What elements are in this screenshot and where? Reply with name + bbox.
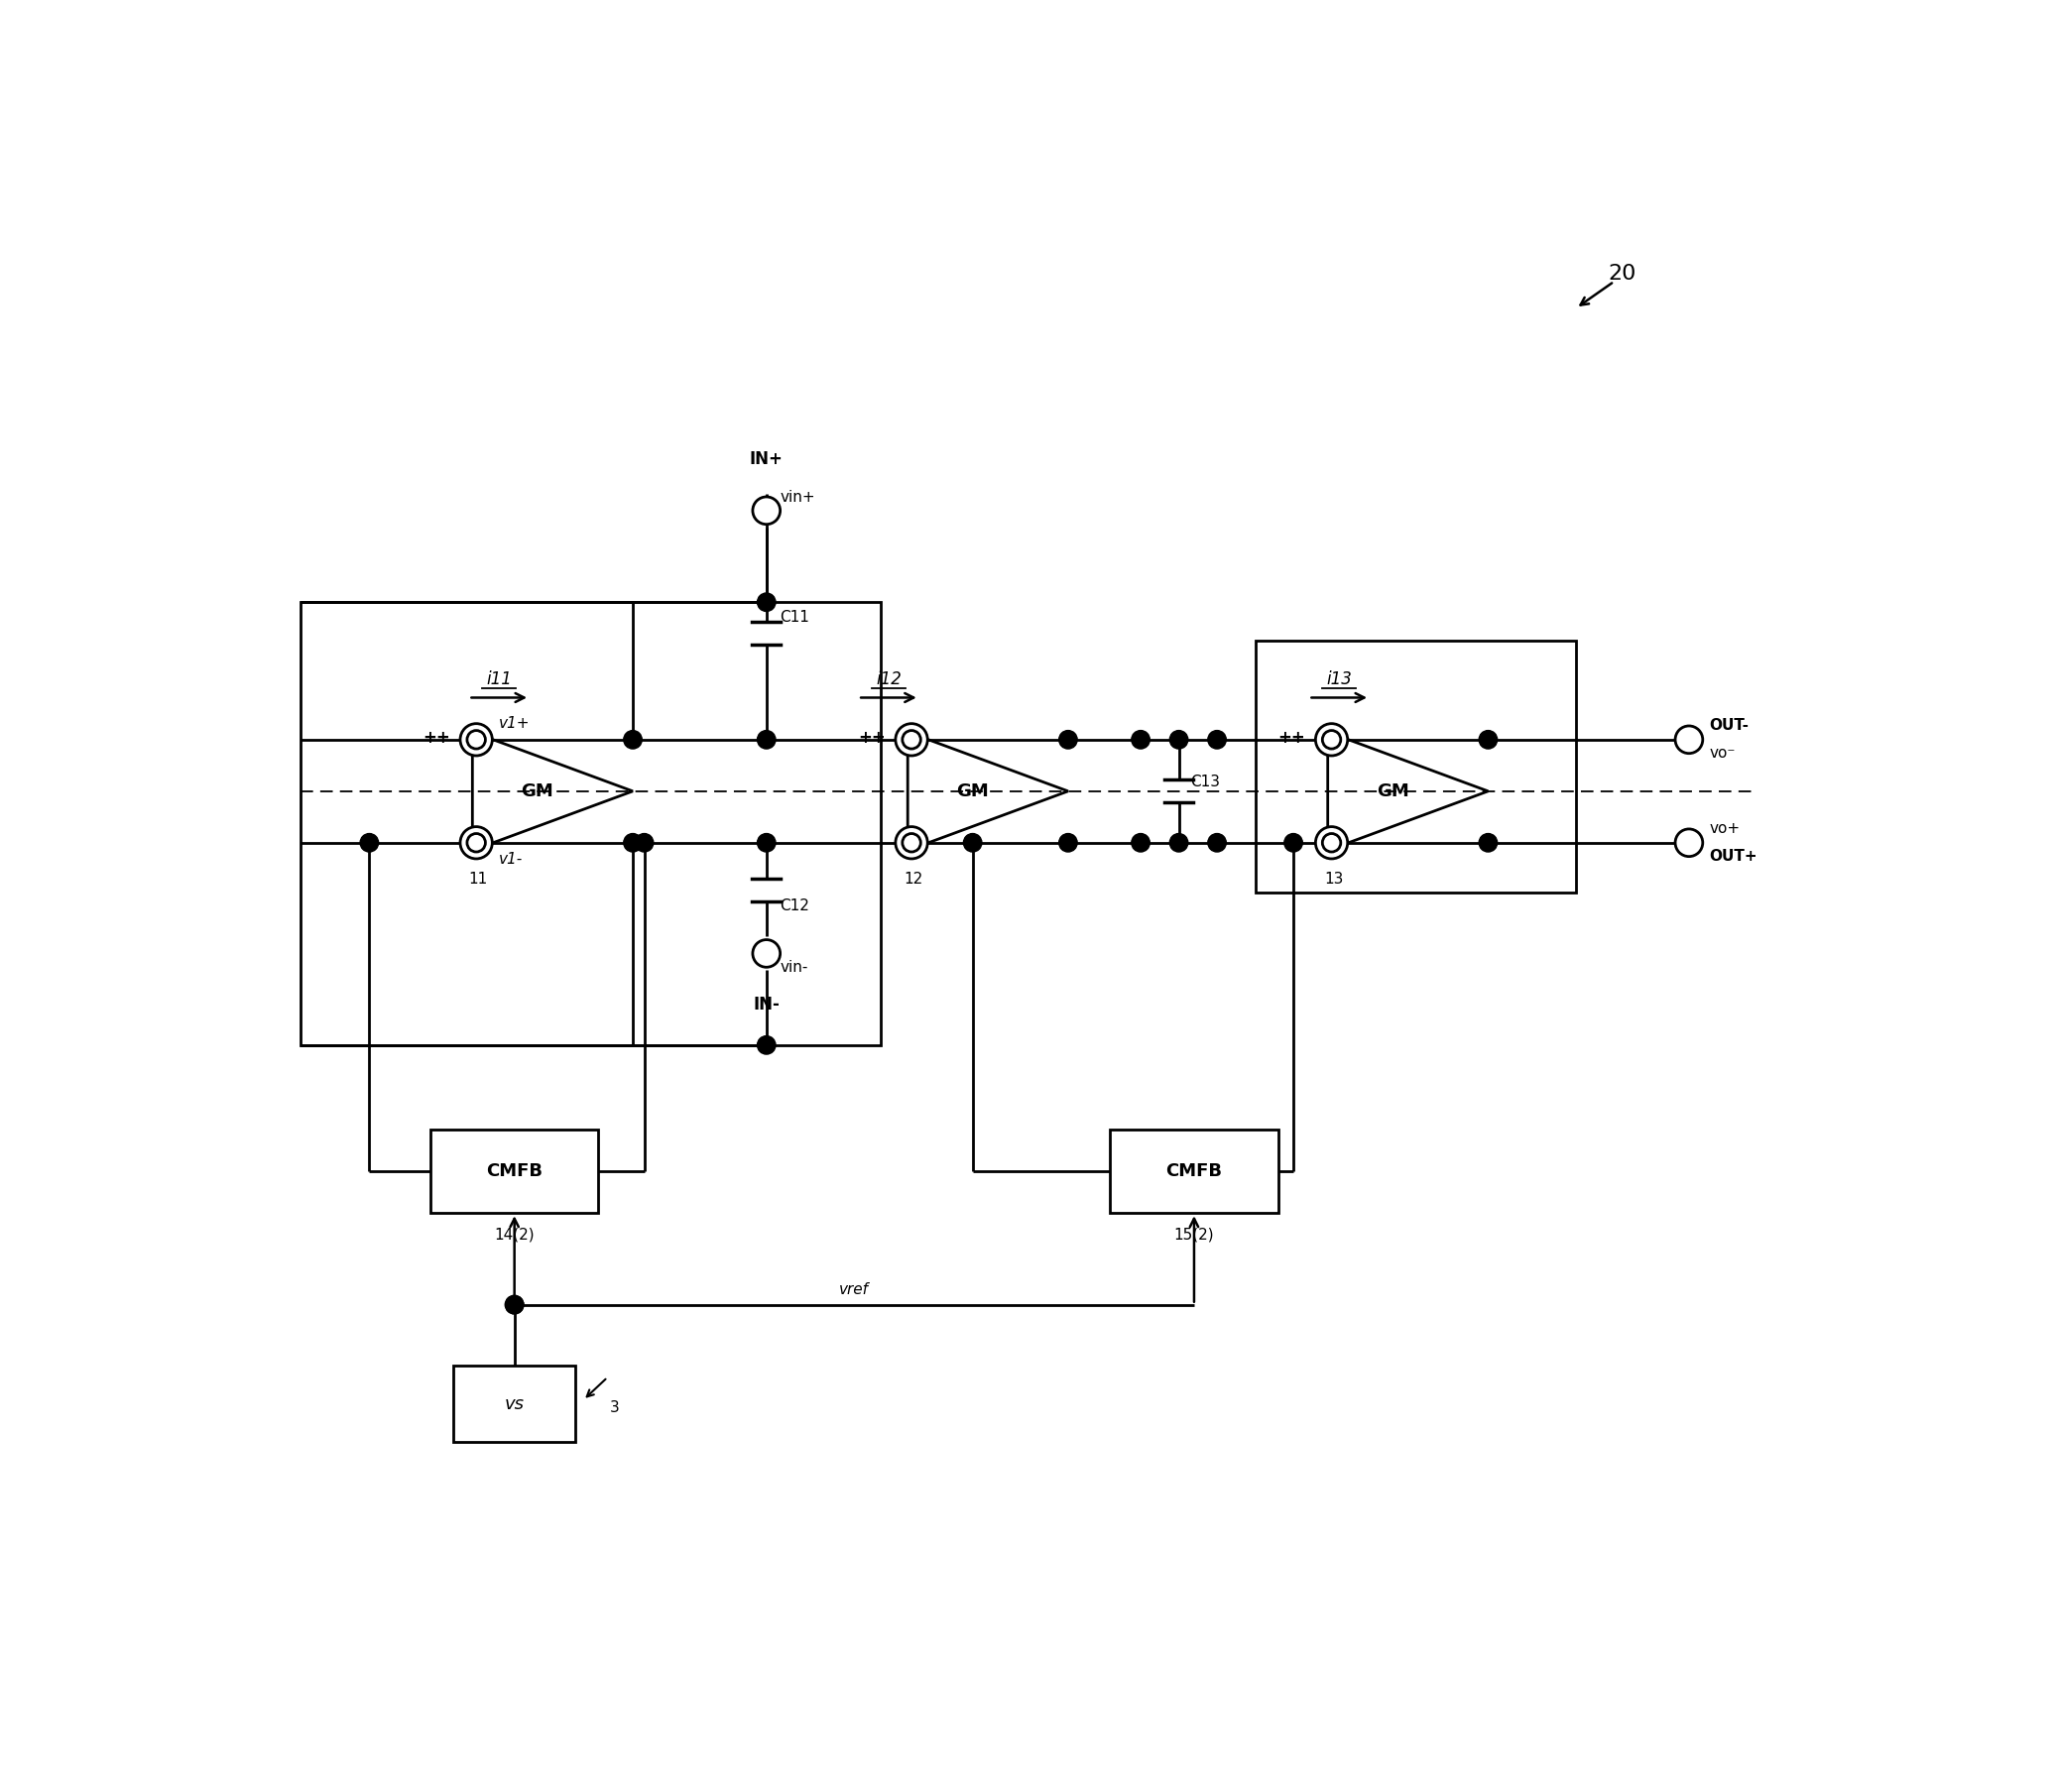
Circle shape bbox=[757, 1036, 776, 1054]
Bar bbox=[453, 1366, 576, 1443]
Text: vref: vref bbox=[840, 1283, 868, 1297]
Text: v1-: v1- bbox=[500, 851, 523, 867]
Text: i13: i13 bbox=[1325, 670, 1352, 688]
Circle shape bbox=[1323, 833, 1340, 851]
Text: 12: 12 bbox=[903, 871, 922, 887]
Text: v1+: v1+ bbox=[500, 715, 531, 731]
Text: CMFB: CMFB bbox=[486, 1163, 543, 1179]
Circle shape bbox=[360, 833, 379, 851]
Circle shape bbox=[1315, 724, 1348, 756]
Circle shape bbox=[1323, 731, 1340, 749]
Bar bbox=[1255, 640, 1576, 892]
Text: vo+: vo+ bbox=[1710, 821, 1741, 837]
Circle shape bbox=[506, 1296, 523, 1314]
Text: GM: GM bbox=[521, 783, 554, 799]
Text: ++: ++ bbox=[1278, 729, 1305, 747]
Circle shape bbox=[506, 1296, 523, 1314]
Circle shape bbox=[1675, 830, 1702, 857]
Circle shape bbox=[1480, 731, 1498, 749]
Circle shape bbox=[1060, 833, 1076, 851]
Circle shape bbox=[895, 826, 928, 858]
Circle shape bbox=[1060, 731, 1076, 749]
Text: IN-: IN- bbox=[753, 995, 780, 1012]
Text: i11: i11 bbox=[486, 670, 512, 688]
Text: C12: C12 bbox=[780, 898, 809, 914]
Text: vin+: vin+ bbox=[780, 489, 815, 504]
Bar bbox=[1109, 1129, 1278, 1213]
Circle shape bbox=[467, 833, 486, 851]
Text: 3: 3 bbox=[609, 1400, 619, 1416]
Circle shape bbox=[1132, 833, 1150, 851]
Text: 13: 13 bbox=[1323, 871, 1344, 887]
Text: C13: C13 bbox=[1190, 774, 1220, 790]
Bar bbox=[300, 602, 881, 1045]
Circle shape bbox=[636, 833, 652, 851]
Circle shape bbox=[757, 731, 776, 749]
Text: vin-: vin- bbox=[780, 959, 809, 975]
Circle shape bbox=[1208, 731, 1227, 749]
Circle shape bbox=[895, 724, 928, 756]
Text: 14(2): 14(2) bbox=[494, 1228, 535, 1242]
Circle shape bbox=[901, 833, 920, 851]
Circle shape bbox=[461, 826, 492, 858]
Text: 20: 20 bbox=[1607, 263, 1636, 283]
Text: GM: GM bbox=[1377, 783, 1410, 799]
Circle shape bbox=[757, 593, 776, 611]
Circle shape bbox=[753, 496, 780, 525]
Text: vs: vs bbox=[504, 1394, 525, 1412]
Circle shape bbox=[1480, 833, 1498, 851]
Text: OUT-: OUT- bbox=[1710, 719, 1749, 733]
Text: GM: GM bbox=[957, 783, 988, 799]
Circle shape bbox=[753, 939, 780, 968]
Text: 11: 11 bbox=[469, 871, 488, 887]
Circle shape bbox=[1169, 833, 1187, 851]
Text: C11: C11 bbox=[780, 609, 809, 625]
Circle shape bbox=[1284, 833, 1303, 851]
Circle shape bbox=[1132, 731, 1150, 749]
Circle shape bbox=[461, 724, 492, 756]
Circle shape bbox=[467, 731, 486, 749]
Text: ++: ++ bbox=[858, 729, 885, 747]
Circle shape bbox=[624, 833, 642, 851]
Text: vo⁻: vo⁻ bbox=[1710, 745, 1735, 762]
Circle shape bbox=[1675, 726, 1702, 753]
Circle shape bbox=[1315, 826, 1348, 858]
Text: ++: ++ bbox=[422, 729, 451, 747]
Text: IN+: IN+ bbox=[749, 452, 784, 468]
Circle shape bbox=[757, 833, 776, 851]
Circle shape bbox=[1208, 833, 1227, 851]
Text: CMFB: CMFB bbox=[1165, 1163, 1222, 1179]
Circle shape bbox=[1169, 731, 1187, 749]
Text: 15(2): 15(2) bbox=[1173, 1228, 1214, 1242]
Circle shape bbox=[901, 731, 920, 749]
Circle shape bbox=[963, 833, 982, 851]
Bar bbox=[430, 1129, 599, 1213]
Text: OUT+: OUT+ bbox=[1710, 849, 1758, 864]
Text: i12: i12 bbox=[877, 670, 901, 688]
Circle shape bbox=[624, 731, 642, 749]
